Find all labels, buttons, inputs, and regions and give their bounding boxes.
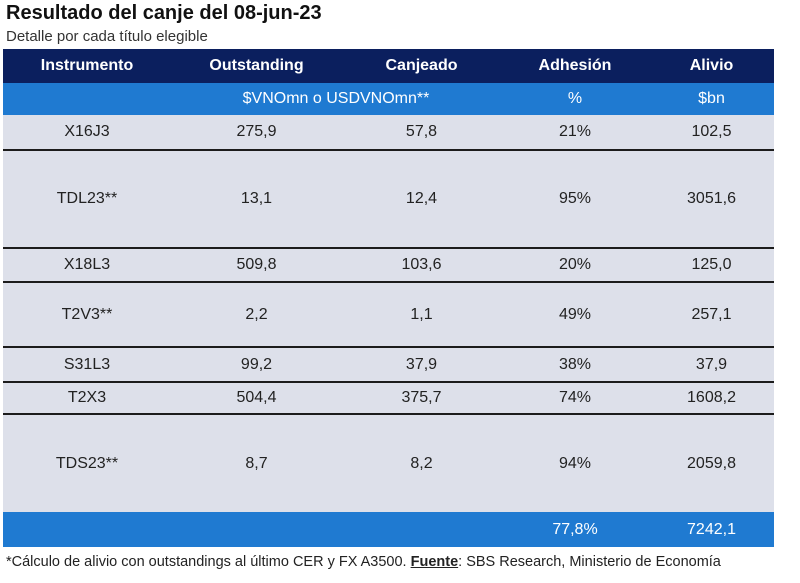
footnote-source-label: Fuente [410, 554, 459, 570]
column-header-instrumento: Instrumento [3, 49, 171, 83]
table-row: TDL23** 13,1 12,4 95% 3051,6 [3, 150, 774, 249]
table-row: T2V3** 2,2 1,1 49% 257,1 [3, 282, 774, 348]
cell-adhesion: 95% [501, 150, 649, 249]
footnote-text: *Cálculo de alivio con outstandings al ú… [6, 554, 407, 570]
table-row: TDS23** 8,7 8,2 94% 2059,8 [3, 414, 774, 512]
column-header-canjeado: Canjeado [342, 49, 501, 83]
cell-alivio: 1608,2 [649, 382, 774, 415]
column-header-adhesion: Adhesión [501, 49, 649, 83]
table-row: X18L3 509,8 103,6 20% 125,0 [3, 248, 774, 283]
table-row: S31L3 99,2 37,9 38% 37,9 [3, 347, 774, 383]
totals-row: 77,8% 7242,1 [3, 512, 774, 547]
column-header-outstanding: Outstanding [171, 49, 342, 83]
page-subtitle: Detalle por cada título elegible [6, 28, 208, 45]
cell-adhesion: 20% [501, 248, 649, 283]
cell-adhesion: 49% [501, 282, 649, 348]
cell-canjeado: 8,2 [342, 414, 501, 512]
cell-outstanding: 2,2 [171, 282, 342, 348]
cell-alivio: 37,9 [649, 347, 774, 383]
cell-canjeado: 103,6 [342, 248, 501, 283]
cell-instrumento: X16J3 [3, 115, 171, 151]
cell-outstanding: 275,9 [171, 115, 342, 151]
cell-outstanding: 509,8 [171, 248, 342, 283]
cell-canjeado: 12,4 [342, 150, 501, 249]
footnote: *Cálculo de alivio con outstandings al ú… [6, 554, 721, 570]
cell-adhesion: 94% [501, 414, 649, 512]
page-title: Resultado del canje del 08-jun-23 [6, 2, 322, 24]
cell-alivio: 257,1 [649, 282, 774, 348]
cell-outstanding: 8,7 [171, 414, 342, 512]
totals-empty-cell [171, 512, 342, 547]
results-table: Instrumento Outstanding Canjeado Adhesió… [3, 49, 774, 547]
units-adhesion: % [501, 83, 649, 115]
totals-empty-cell [3, 512, 171, 547]
total-alivio: 7242,1 [649, 512, 774, 547]
cell-outstanding: 13,1 [171, 150, 342, 249]
column-header-alivio: Alivio [649, 49, 774, 83]
cell-outstanding: 504,4 [171, 382, 342, 415]
cell-alivio: 102,5 [649, 115, 774, 151]
table-row: T2X3 504,4 375,7 74% 1608,2 [3, 382, 774, 415]
cell-outstanding: 99,2 [171, 347, 342, 383]
cell-adhesion: 38% [501, 347, 649, 383]
cell-canjeado: 375,7 [342, 382, 501, 415]
totals-empty-cell [342, 512, 501, 547]
cell-alivio: 2059,8 [649, 414, 774, 512]
cell-alivio: 3051,6 [649, 150, 774, 249]
table-header-row: Instrumento Outstanding Canjeado Adhesió… [3, 49, 774, 83]
units-row: $VNOmn o USDVNOmn** % $bn [3, 83, 774, 115]
units-empty-cell [3, 83, 171, 115]
cell-alivio: 125,0 [649, 248, 774, 283]
cell-canjeado: 1,1 [342, 282, 501, 348]
cell-adhesion: 74% [501, 382, 649, 415]
cell-instrumento: X18L3 [3, 248, 171, 283]
cell-instrumento: TDS23** [3, 414, 171, 512]
total-adhesion: 77,8% [501, 512, 649, 547]
cell-instrumento: TDL23** [3, 150, 171, 249]
cell-instrumento: S31L3 [3, 347, 171, 383]
footnote-source-text: : SBS Research, Ministerio de Economía [458, 554, 721, 570]
cell-canjeado: 37,9 [342, 347, 501, 383]
cell-adhesion: 21% [501, 115, 649, 151]
table-row: X16J3 275,9 57,8 21% 102,5 [3, 115, 774, 151]
units-alivio: $bn [649, 83, 774, 115]
cell-instrumento: T2X3 [3, 382, 171, 415]
units-nominal: $VNOmn o USDVNOmn** [171, 83, 501, 115]
cell-instrumento: T2V3** [3, 282, 171, 348]
cell-canjeado: 57,8 [342, 115, 501, 151]
